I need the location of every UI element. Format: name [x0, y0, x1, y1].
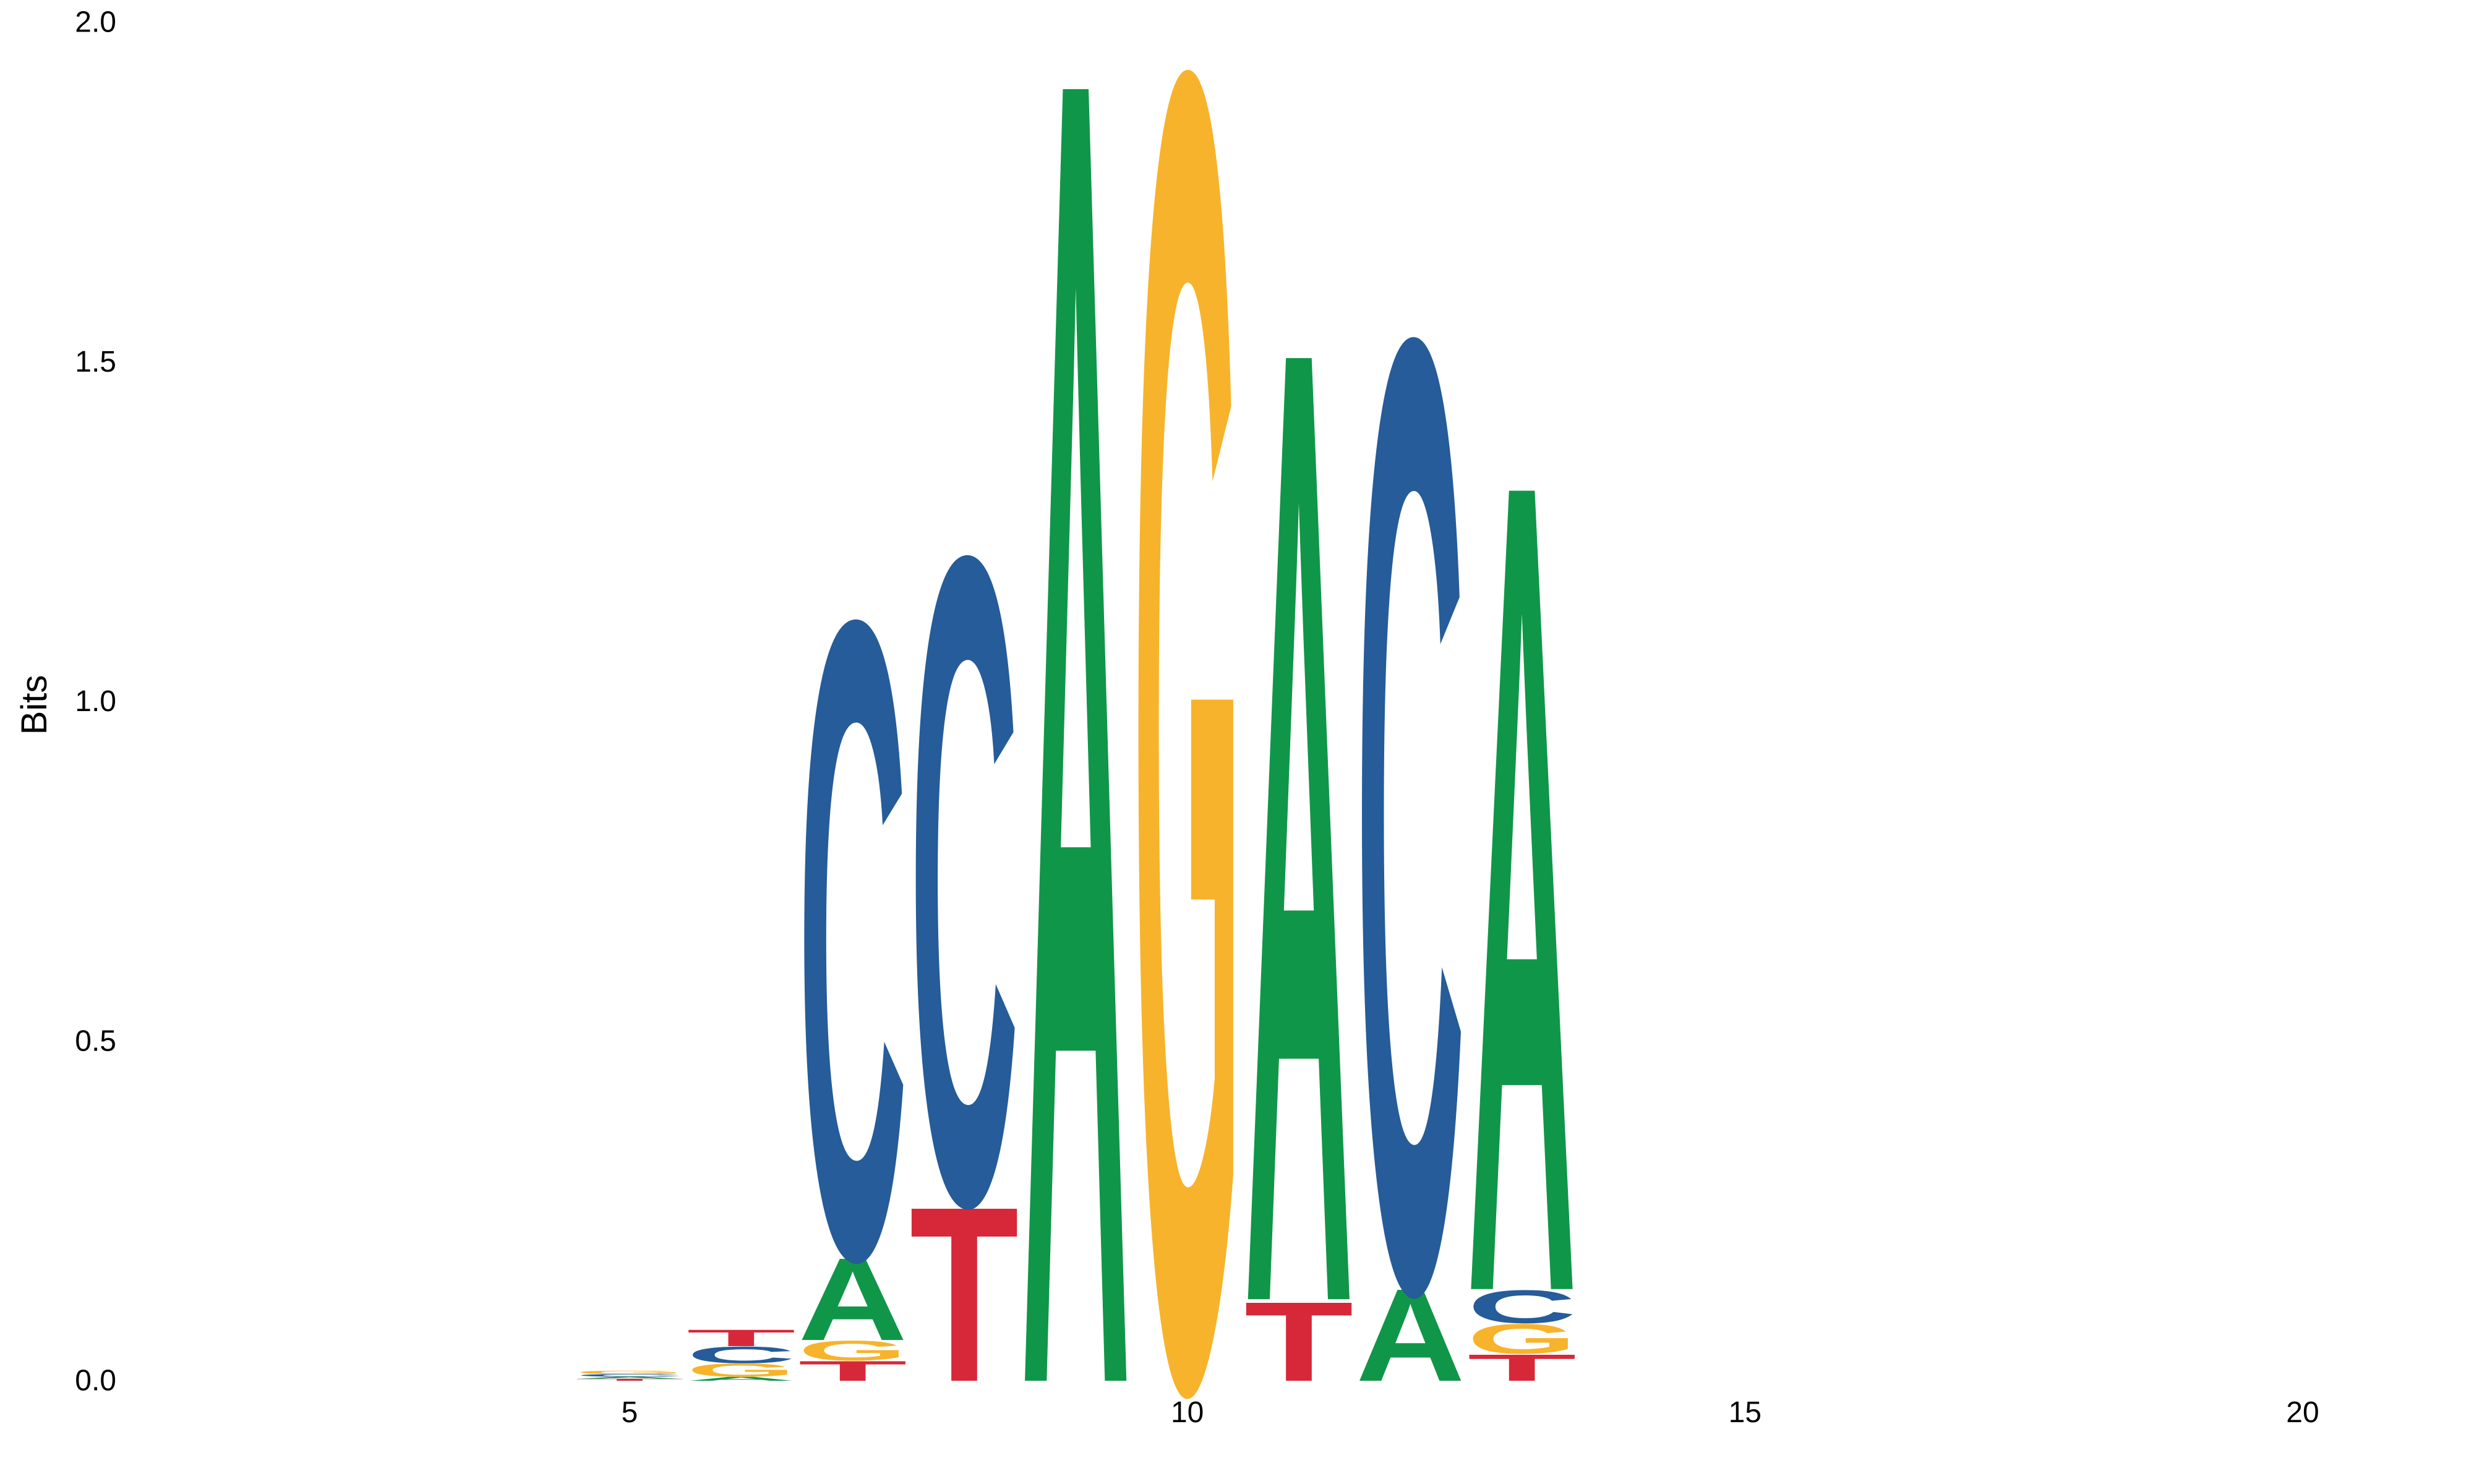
logo-letter-g: G [687, 1360, 796, 1381]
logo-letter-t: T [910, 1155, 1019, 1434]
logo-letter-c: C [910, 365, 1019, 1398]
y-axis-ticks: 0.0 0.5 1.0 1.5 2.0 [75, 6, 116, 1397]
logo-letter-a: A [798, 1234, 907, 1365]
logo-letter-a: A [687, 1376, 796, 1382]
logo-letter-c: C [687, 1342, 796, 1368]
logo-letter-a: A [575, 1376, 685, 1380]
y-tick-label: 2.0 [75, 6, 116, 39]
logo-letter-a: A [1467, 239, 1577, 1484]
logo-letter-c: C [575, 1373, 685, 1378]
x-tick-label: 15 [1729, 1396, 1761, 1429]
logo-letter-a: A [1244, 61, 1354, 1484]
logo-letter-g: G [1132, 0, 1242, 1484]
x-tick-label: 5 [622, 1396, 638, 1429]
logo-letter-t: T [1467, 1347, 1577, 1389]
y-tick-label: 1.5 [75, 346, 116, 378]
logo-letter-a: A [1356, 1261, 1465, 1409]
logo-letter-c: C [798, 431, 907, 1448]
y-tick-label: 0.5 [75, 1025, 116, 1057]
x-tick-label: 10 [1171, 1396, 1204, 1429]
logo-letter-g: G [798, 1335, 907, 1367]
x-axis-ticks: 5 10 15 20 [622, 1396, 2319, 1429]
logo-letter-t: T [687, 1324, 796, 1351]
logo-letter-t: T [1244, 1279, 1354, 1405]
x-tick-label: 20 [2286, 1396, 2319, 1429]
logo-letter-g: G [1467, 1315, 1577, 1363]
y-tick-label: 1.0 [75, 685, 116, 718]
logo-letter-t: T [575, 1378, 685, 1381]
y-tick-label: 0.0 [75, 1365, 116, 1397]
y-axis-label: Bits [14, 675, 54, 735]
logo-letter-c: C [1467, 1281, 1577, 1333]
logo-letter-t: T [798, 1355, 907, 1387]
logo-letter-a: A [1021, 0, 1131, 1484]
logo-letter-c: C [1356, 57, 1465, 1484]
logo-letter-g: G [575, 1370, 685, 1375]
